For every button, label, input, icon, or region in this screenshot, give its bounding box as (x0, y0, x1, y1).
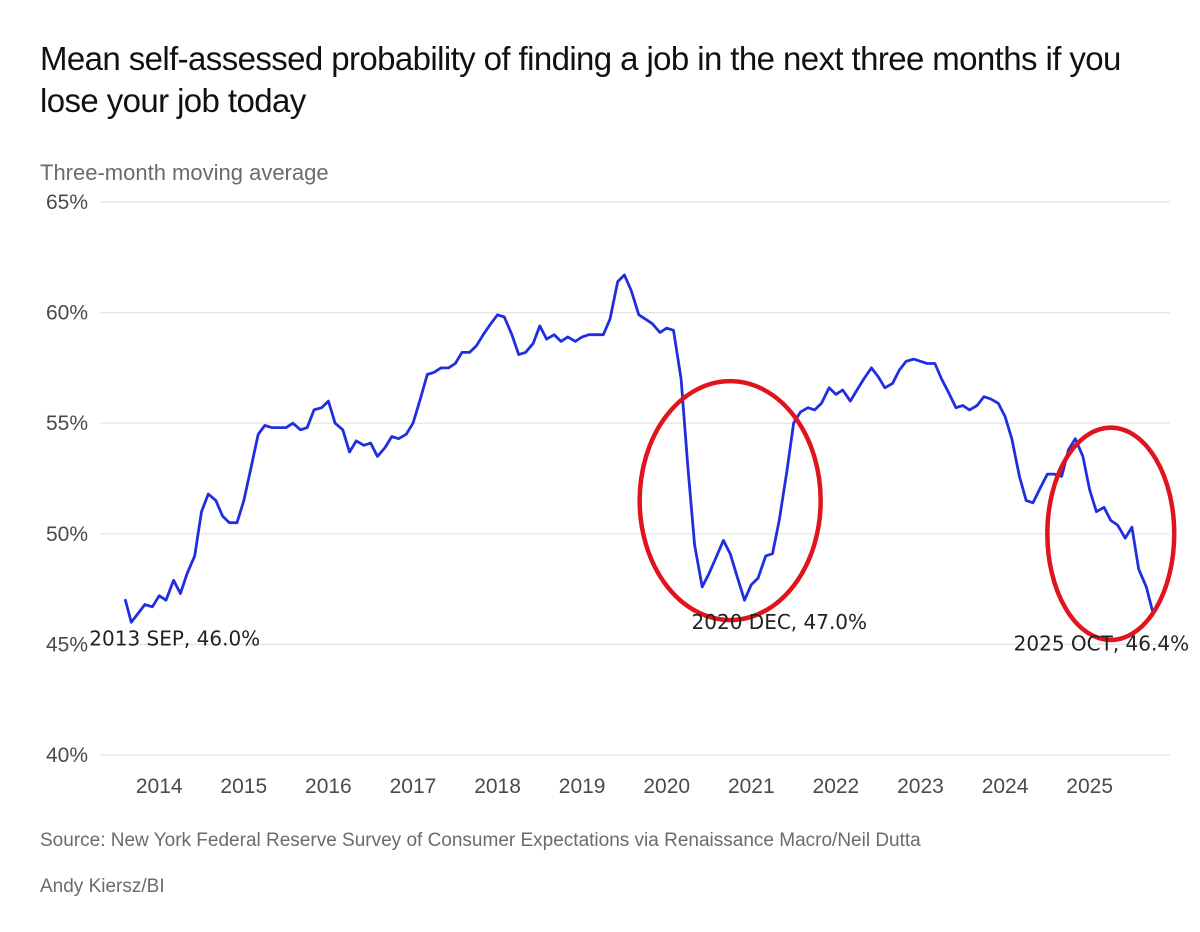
y-tick-label: 55% (46, 412, 88, 435)
y-tick-label: 60% (46, 302, 88, 325)
data-annotation: 2020 DEC, 47.0% (692, 610, 868, 634)
x-tick-label: 2015 (220, 775, 267, 798)
x-tick-label: 2025 (1066, 775, 1113, 798)
source-note: Source: New York Federal Reserve Survey … (40, 830, 921, 851)
x-tick-label: 2014 (136, 775, 183, 798)
data-annotation: 2025 OCT, 46.4% (1014, 631, 1189, 655)
x-tick-label: 2022 (813, 775, 860, 798)
x-tick-label: 2017 (390, 775, 437, 798)
data-annotation: 2013 SEP, 46.0% (89, 626, 260, 650)
highlight-ellipse (1045, 425, 1177, 643)
x-tick-label: 2018 (474, 775, 521, 798)
y-tick-label: 50% (46, 523, 88, 546)
y-tick-label: 45% (46, 633, 88, 656)
x-tick-label: 2016 (305, 775, 352, 798)
y-tick-label: 40% (46, 744, 88, 767)
x-tick-label: 2024 (982, 775, 1029, 798)
chart-subtitle: Three-month moving average (40, 160, 329, 185)
x-tick-label: 2021 (728, 775, 775, 798)
author-credit: Andy Kiersz/BI (40, 876, 165, 897)
highlight-ellipse (637, 378, 823, 623)
x-tick-label: 2019 (559, 775, 606, 798)
series-line (124, 273, 1155, 624)
x-tick-label: 2023 (897, 775, 944, 798)
chart-title: Mean self-assessed probability of findin… (40, 40, 1121, 119)
y-tick-label: 65% (46, 191, 88, 214)
x-tick-label: 2020 (643, 775, 690, 798)
